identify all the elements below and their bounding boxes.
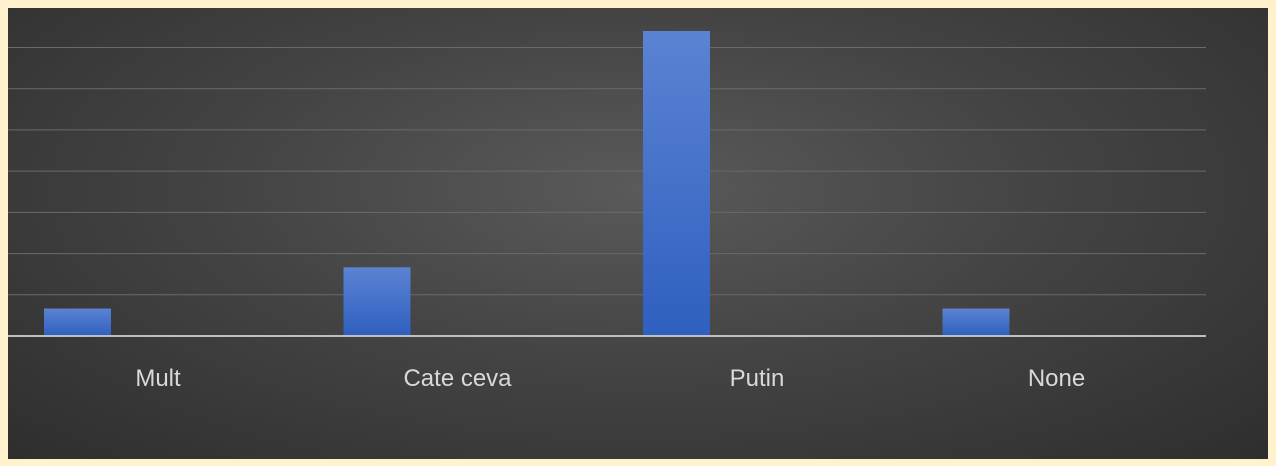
bar-putin[interactable] [643,30,710,337]
x-tick-label: Putin [730,365,785,392]
bar-mult[interactable] [44,308,111,336]
x-tick-label: None [1028,365,1085,392]
bars [44,30,1010,337]
plot-area: Mult Cate ceva Putin None [8,8,1268,459]
x-tick-label: Cate ceva [403,365,512,392]
bar-none[interactable] [942,308,1010,336]
gridlines [8,46,1206,296]
x-tick-labels: Mult Cate ceva Putin None [135,365,1085,392]
bar-chart: Mult Cate ceva Putin None [8,30,1206,392]
x-tick-label: Mult [135,365,181,392]
bar-cate-ceva[interactable] [343,267,411,336]
